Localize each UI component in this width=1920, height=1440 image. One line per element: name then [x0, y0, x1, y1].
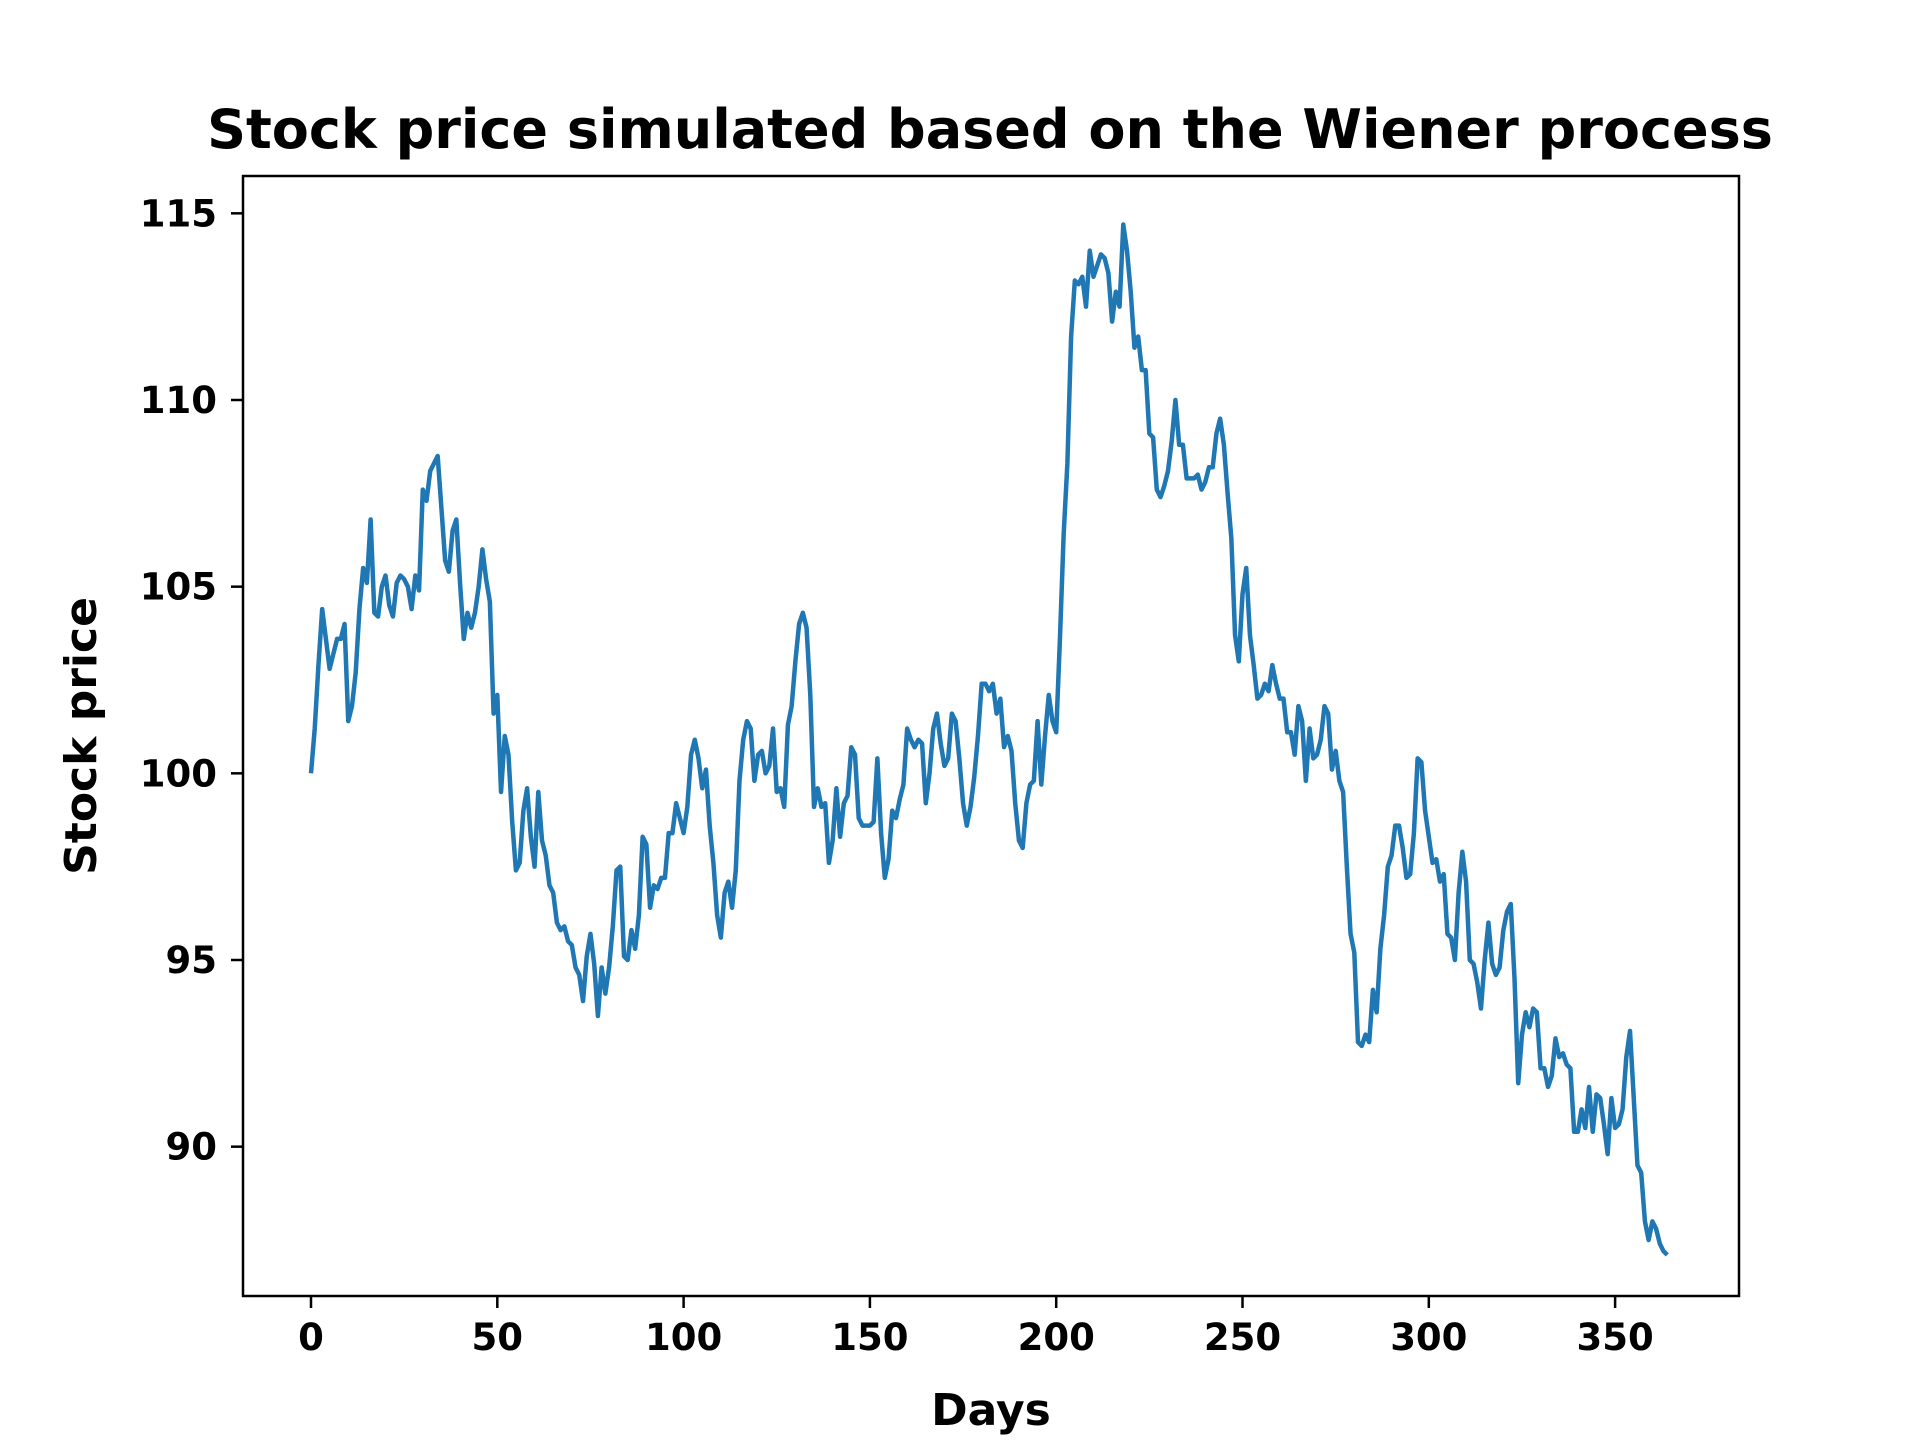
y-tick-label: 90	[166, 1126, 218, 1169]
y-tick-label: 95	[166, 939, 218, 982]
x-tick-label: 350	[1576, 1316, 1653, 1359]
y-tick-label: 105	[140, 566, 217, 609]
x-tick-label: 200	[1018, 1316, 1095, 1359]
series-line	[308, 222, 1669, 1257]
x-tick-label: 300	[1390, 1316, 1467, 1359]
y-tick-label: 115	[140, 192, 217, 235]
x-axis-label: Days	[931, 1385, 1051, 1436]
x-tick-label: 100	[645, 1316, 722, 1359]
y-tick-label: 100	[140, 752, 217, 795]
x-tick-label: 0	[298, 1316, 324, 1359]
y-tick-label: 110	[140, 379, 217, 422]
x-axis: 0 50 100 150 200 250 300 350	[298, 1296, 1654, 1359]
plot-area-frame	[241, 174, 1741, 1298]
y-axis-label: Stock price	[56, 597, 107, 875]
x-tick-label: 150	[831, 1316, 908, 1359]
y-axis: 90 95 100 105 110 115	[140, 192, 243, 1169]
x-tick-label: 250	[1204, 1316, 1281, 1359]
x-tick-label: 50	[472, 1316, 524, 1359]
chart-title: Stock price simulated based on the Wiene…	[207, 98, 1773, 161]
